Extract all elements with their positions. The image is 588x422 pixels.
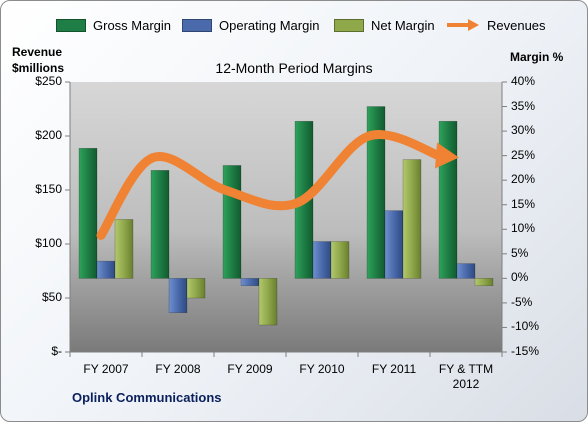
bar-operating-margin-2 bbox=[240, 278, 260, 287]
bar-gross-margin-4 bbox=[366, 106, 386, 279]
bar-operating-margin-4 bbox=[384, 210, 404, 279]
right-tick-label: 30% bbox=[511, 123, 536, 138]
axes-group bbox=[65, 81, 507, 357]
bar-gross-margin-1 bbox=[150, 170, 170, 279]
bar-operating-margin-1 bbox=[168, 278, 188, 314]
right-tick-label: -10% bbox=[511, 319, 540, 334]
bar-operating-margin-0 bbox=[96, 260, 116, 279]
bar-operating-margin-3 bbox=[312, 241, 332, 279]
left-tick-label: $- bbox=[51, 344, 62, 358]
left-tick-label: $100 bbox=[35, 236, 62, 250]
category-label: FY 2010 bbox=[299, 362, 345, 376]
right-tick-label: 25% bbox=[511, 147, 536, 162]
right-tick-label: 20% bbox=[511, 172, 536, 187]
bar-gross-margin-5 bbox=[438, 120, 458, 279]
legend-gross-margin: Gross Margin bbox=[56, 15, 171, 35]
right-tick-label: 35% bbox=[511, 98, 536, 113]
legend-net-margin: Net Margin bbox=[334, 15, 435, 35]
left-tick-label: $50 bbox=[41, 290, 62, 304]
bar-net-margin-4 bbox=[402, 159, 422, 279]
legend-revenues-label: Revenues bbox=[487, 17, 546, 33]
company-name: Oplink Communications bbox=[72, 390, 222, 405]
left-axis-label-line2: $millions bbox=[12, 61, 65, 75]
right-tick-label: -15% bbox=[511, 344, 540, 358]
legend-net-swatch bbox=[334, 18, 364, 32]
category-label: FY 2011 bbox=[371, 362, 417, 376]
bar-net-margin-2 bbox=[258, 278, 278, 326]
bar-operating-margin-5 bbox=[456, 263, 476, 279]
legend-gross-swatch bbox=[56, 18, 86, 32]
right-tick-label: 10% bbox=[511, 221, 536, 236]
plot-area bbox=[70, 82, 502, 352]
chart-title: 12-Month Period Margins bbox=[215, 60, 373, 76]
category-label: FY & TTM 2012 bbox=[438, 362, 494, 391]
legend-operating-label: Operating Margin bbox=[219, 17, 320, 33]
right-tick-label: 5% bbox=[511, 245, 529, 260]
right-tick-label: -5% bbox=[511, 294, 533, 309]
left-axis-label-line1: Revenue bbox=[12, 45, 63, 59]
right-axis-label: Margin % bbox=[510, 50, 564, 64]
legend-gross-label: Gross Margin bbox=[93, 17, 172, 33]
legend-operating-swatch bbox=[182, 18, 212, 32]
bar-net-margin-0 bbox=[114, 219, 134, 279]
left-axis-label: Revenue $millions bbox=[12, 44, 64, 76]
legend-net-label: Net Margin bbox=[371, 17, 435, 33]
bar-net-margin-5 bbox=[474, 278, 494, 287]
left-tick-label: $200 bbox=[35, 128, 62, 142]
category-label: FY 2008 bbox=[155, 362, 201, 376]
revenue-line bbox=[96, 130, 446, 240]
right-tick-label: 15% bbox=[511, 196, 536, 211]
revenue-arrowhead bbox=[435, 142, 459, 169]
bar-net-margin-3 bbox=[330, 241, 350, 279]
left-tick-label: $150 bbox=[35, 182, 62, 196]
revenue-line-group bbox=[96, 130, 459, 240]
bar-gross-margin-2 bbox=[222, 165, 242, 279]
bar-net-margin-1 bbox=[186, 278, 206, 299]
legend-operating-margin: Operating Margin bbox=[182, 15, 319, 35]
right-tick-label: 0% bbox=[511, 270, 529, 285]
left-tick-label: $250 bbox=[35, 74, 62, 88]
category-label: FY 2009 bbox=[227, 362, 273, 376]
legend-revenues: Revenues bbox=[446, 15, 546, 35]
bar-gross-margin-0 bbox=[78, 147, 98, 279]
legend-revenues-arrow-icon bbox=[447, 19, 479, 31]
right-tick-label: 40% bbox=[511, 74, 536, 88]
legend: Gross Margin Operating Margin Net Margin… bbox=[0, 15, 588, 35]
category-label: FY 2007 bbox=[83, 362, 129, 376]
